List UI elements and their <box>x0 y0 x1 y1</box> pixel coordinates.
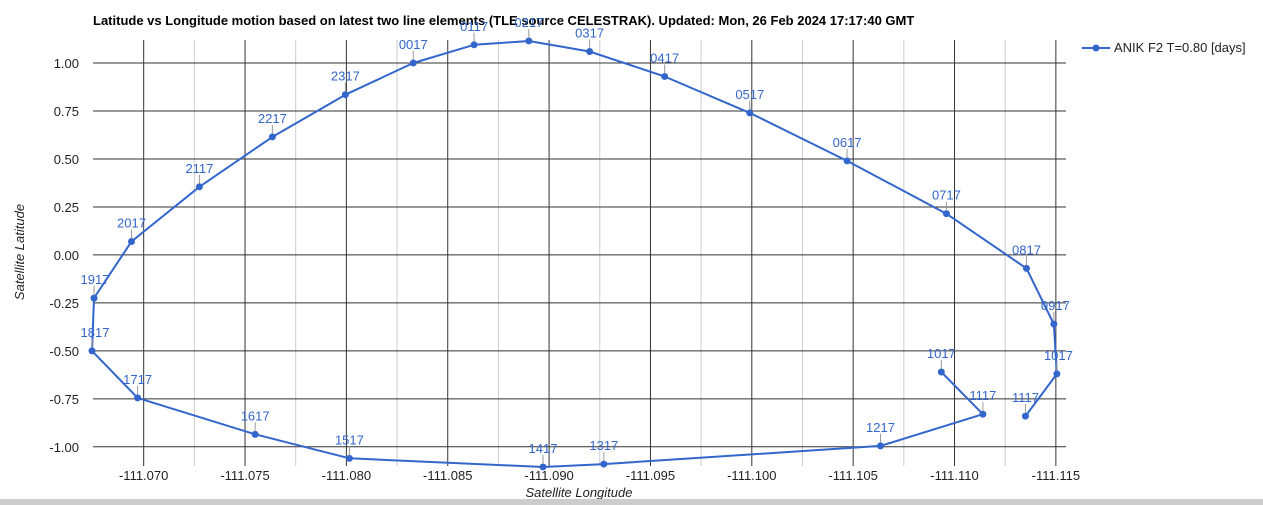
data-label: 2017 <box>117 215 146 230</box>
data-labels: 1017 1117 1217 1317 1417 1517 1617 1717 1817 1917… <box>81 15 1073 464</box>
data-point[interactable] <box>90 294 98 302</box>
data-label: 1617 <box>241 408 270 423</box>
data-point[interactable] <box>409 59 417 67</box>
data-point[interactable] <box>88 347 96 355</box>
x-tick-label: -111.115 <box>1032 468 1080 483</box>
data-point[interactable] <box>937 368 945 376</box>
series-line <box>91 40 1058 468</box>
data-point[interactable] <box>843 157 851 165</box>
data-point[interactable] <box>134 394 142 402</box>
y-tick-label: -1.00 <box>49 440 79 455</box>
series-layer <box>88 37 1061 471</box>
data-label: 0817 <box>1012 242 1041 257</box>
axis-ticks: -111.070 -111.075 -111.080 -111.085 -111.090… <box>49 56 1080 483</box>
data-label: 0317 <box>575 26 604 41</box>
x-tick-label: -111.075 <box>220 468 269 483</box>
y-tick-label: 0.00 <box>54 248 79 263</box>
data-label: 0217 <box>514 15 543 30</box>
data-label: 0517 <box>735 87 764 102</box>
data-point[interactable] <box>942 210 950 218</box>
x-tick-label: -111.080 <box>322 468 371 483</box>
data-label: 1917 <box>81 272 110 287</box>
data-point[interactable] <box>586 48 594 56</box>
chart-title: Latitude vs Longitude motion based on la… <box>93 13 914 28</box>
y-axis-title: Satellite Latitude <box>12 204 27 300</box>
data-label: 0617 <box>833 135 862 150</box>
y-tick-label: 0.50 <box>54 152 79 167</box>
y-tick-label: -0.75 <box>49 392 79 407</box>
data-point[interactable] <box>268 133 276 141</box>
data-point[interactable] <box>600 460 608 468</box>
data-label: 2117 <box>185 161 213 176</box>
data-point[interactable] <box>661 72 669 80</box>
data-label: 0417 <box>650 50 679 65</box>
legend[interactable]: ANIK F2 T=0.80 [days] <box>1082 40 1246 55</box>
data-point[interactable] <box>195 183 203 191</box>
data-label: 1317 <box>589 438 618 453</box>
legend-marker <box>1092 44 1100 52</box>
bottom-scrollbar <box>0 499 1263 505</box>
x-tick-label: -111.100 <box>727 468 776 483</box>
data-label: 1517 <box>335 432 364 447</box>
x-axis-title: Satellite Longitude <box>526 485 633 500</box>
data-point[interactable] <box>470 41 478 49</box>
x-tick-label: -111.110 <box>930 468 978 483</box>
legend-label: ANIK F2 T=0.80 [days] <box>1114 40 1246 55</box>
data-point[interactable] <box>525 37 533 45</box>
data-label: 0717 <box>932 188 961 203</box>
data-label: 0917 <box>1041 298 1070 313</box>
data-label: 1417 <box>529 441 558 456</box>
data-label: 1717 <box>123 372 152 387</box>
data-label: 1117 <box>1012 390 1039 405</box>
data-point[interactable] <box>1022 264 1030 272</box>
data-point[interactable] <box>1053 370 1061 378</box>
data-point[interactable] <box>539 463 547 471</box>
y-tick-label: 1.00 <box>54 56 79 71</box>
y-tick-label: -0.25 <box>49 296 79 311</box>
x-tick-label: -111.070 <box>119 468 168 483</box>
grid <box>93 40 1066 466</box>
data-label: 1817 <box>81 325 110 340</box>
data-label: 1017 <box>927 346 956 361</box>
data-point[interactable] <box>128 237 136 245</box>
data-point[interactable] <box>1050 320 1058 328</box>
y-tick-label: 0.25 <box>54 200 79 215</box>
data-label: 2317 <box>331 69 360 84</box>
data-point[interactable] <box>979 410 987 418</box>
x-tick-label: -111.095 <box>626 468 675 483</box>
data-point[interactable] <box>341 91 349 99</box>
data-point[interactable] <box>1021 412 1029 420</box>
data-point[interactable] <box>251 430 259 438</box>
data-label: 0117 <box>460 19 488 34</box>
x-tick-label: -111.085 <box>423 468 472 483</box>
x-tick-label: -111.090 <box>524 468 573 483</box>
data-label: 2217 <box>258 111 287 126</box>
data-label: 1117 <box>969 388 996 403</box>
data-point[interactable] <box>877 442 885 450</box>
x-tick-label: -111.105 <box>828 468 877 483</box>
data-point[interactable] <box>345 454 353 462</box>
data-point[interactable] <box>746 109 754 117</box>
data-label: 1017 <box>1044 348 1073 363</box>
y-tick-label: 0.75 <box>54 104 79 119</box>
y-tick-label: -0.50 <box>49 344 79 359</box>
data-label: 1217 <box>866 420 895 435</box>
data-label: 0017 <box>399 37 428 52</box>
